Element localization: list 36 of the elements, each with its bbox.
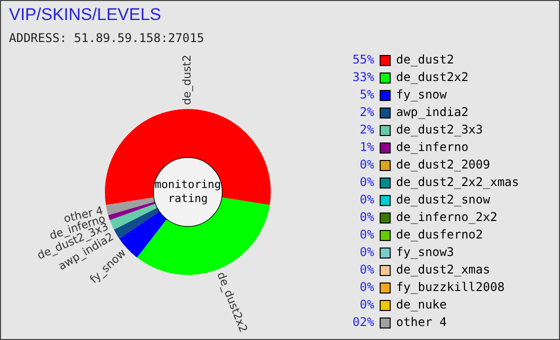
legend-label: de_dust2_3x3 bbox=[396, 122, 483, 137]
text: monitoring rating bbox=[154, 178, 221, 205]
legend-label: de_dust2_xmas bbox=[396, 262, 490, 277]
data-label: 2% bbox=[360, 122, 375, 137]
legend-label: fy_snow bbox=[396, 88, 448, 102]
legend-label: de_dust2_snow bbox=[396, 192, 491, 207]
data-label: 1% bbox=[360, 140, 375, 154]
chart-subtitle: ADDRESS: 51.89.59.158:27015 bbox=[9, 31, 204, 45]
text: 0% bbox=[360, 192, 374, 207]
data-label: 2% bbox=[360, 105, 375, 120]
text: 0% bbox=[360, 298, 374, 312]
text: 0% bbox=[360, 262, 374, 277]
legend-label: de_inferno bbox=[396, 140, 468, 154]
text: 0% bbox=[360, 210, 374, 224]
legend-label: de_nuke bbox=[396, 298, 447, 312]
legend-label: awp_india2 bbox=[396, 105, 468, 120]
text: 0% bbox=[360, 280, 374, 294]
legend-label: de_dust2_2009 bbox=[396, 158, 490, 172]
slice-label: de_dust2 bbox=[180, 54, 194, 106]
chart-title: VIP/SKINS/LEVELS bbox=[9, 5, 162, 25]
data-label: 02% bbox=[352, 315, 375, 330]
legend-label: de_inferno_2x2 bbox=[396, 210, 498, 224]
legend-label: fy_snow3 bbox=[396, 245, 454, 260]
legend-label: fy_buzzkill2008 bbox=[396, 280, 505, 294]
text: 0% bbox=[360, 245, 374, 260]
legend-label: de_dust2x2 bbox=[396, 70, 468, 84]
text: 0% bbox=[360, 158, 374, 172]
legend-label: de_dust2_2x2_xmas bbox=[396, 175, 520, 190]
legend-label: other 4 bbox=[396, 315, 447, 330]
legend-label: de_dust2 bbox=[396, 52, 454, 67]
data-label: 5% bbox=[360, 88, 375, 102]
text: 0% bbox=[360, 175, 374, 190]
data-label: 33% bbox=[352, 70, 375, 84]
data-label: 55% bbox=[352, 52, 375, 67]
text: 0% bbox=[360, 228, 374, 242]
legend-label: de_dusferno2 bbox=[396, 228, 483, 242]
